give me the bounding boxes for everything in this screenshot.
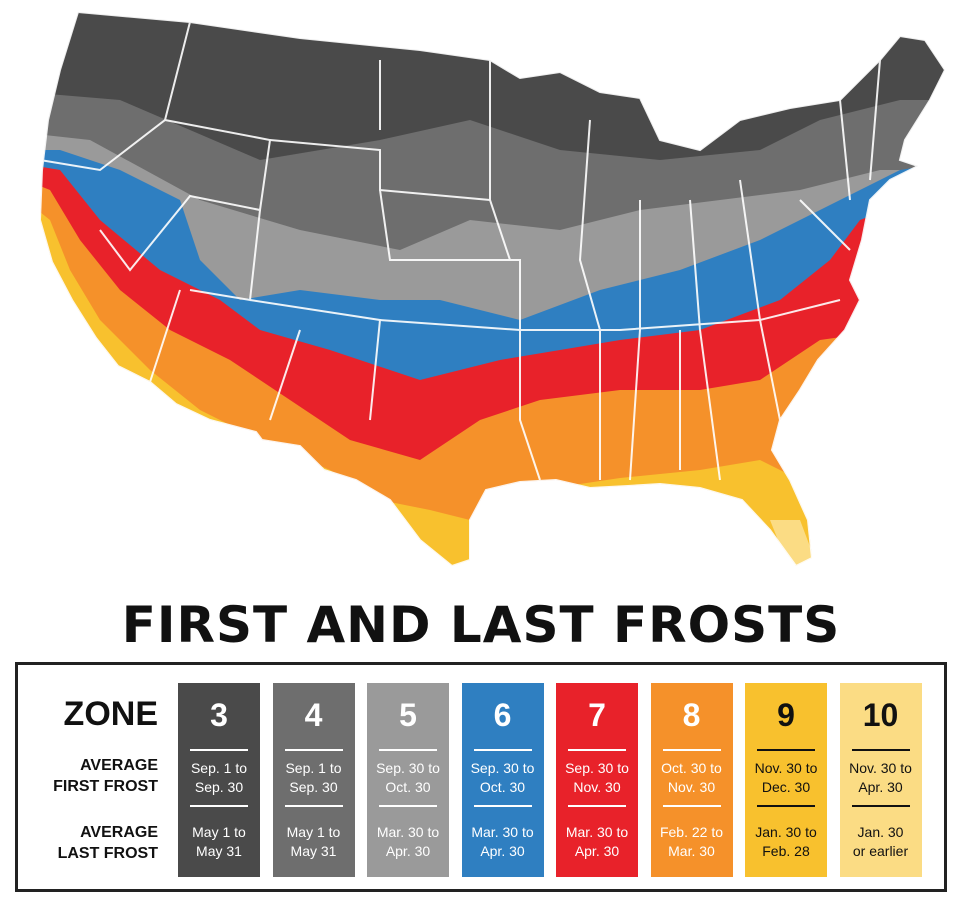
page-title: FIRST AND LAST FROSTS [121,596,841,654]
zone-number: 5 [399,697,417,733]
first-frost-range: Nov. 30 to Apr. 30 [849,760,912,795]
divider [473,805,532,807]
divider [757,749,815,751]
divider [190,805,248,807]
divider [662,805,721,807]
last-frost-range: Jan. 30 or earlier [852,824,909,859]
divider [284,805,343,807]
zone-number: 4 [304,697,323,733]
zone-number: 10 [862,697,899,733]
divider [379,749,437,751]
last-frost-range: May 1 to May 31 [286,824,341,859]
zone-number: 3 [210,697,228,733]
divider [284,749,343,751]
zone-column-3: 3 Sep. 1 to Sep. 30 May 1 to May 31 [178,683,260,877]
divider [568,805,626,807]
zone-column-5: 5 Sep. 30 to Oct. 30 Mar. 30 to Apr. 30 [367,683,449,877]
first-frost-range: Sep. 30 to Oct. 30 [470,760,535,795]
zone-column-4: 4 Sep. 1 to Sep. 30 May 1 to May 31 [272,683,355,877]
divider [473,749,532,751]
first-frost-range: Sep. 1 to Sep. 30 [190,760,248,795]
zone-number: 6 [493,697,512,733]
divider [379,805,437,807]
state-borders [38,10,947,568]
divider [851,805,910,807]
last-frost-range: Mar. 30 to Apr. 30 [471,824,534,859]
zone-number: 7 [588,697,606,733]
zone-column-10: 10 Nov. 30 to Apr. 30 Jan. 30 or earlier [839,683,922,877]
divider [190,749,248,751]
first-frost-range: Sep. 30 to Oct. 30 [376,760,440,795]
divider [662,749,721,751]
frost-zone-map [38,10,947,568]
zone-column-6: 6 Sep. 30 to Oct. 30 Mar. 30 to Apr. 30 [461,683,544,877]
zone-heading: ZONE [63,695,158,733]
zone-column-7: 7 Sep. 30 to Nov. 30 Mar. 30 to Apr. 30 [556,683,638,877]
last-frost-range: Jan. 30 to Feb. 28 [755,824,817,859]
last-frost-range: Mar. 30 to Apr. 30 [376,824,440,859]
zone-column-9: 9 Nov. 30 to Dec. 30 Jan. 30 to Feb. 28 [745,683,827,877]
zone-number: 8 [682,697,701,733]
zone-column-8: 8 Oct. 30 to Nov. 30 Feb. 22 to Mar. 30 [650,683,733,877]
first-frost-range: Nov. 30 to Dec. 30 [754,760,818,795]
zone-legend: ZONE AVERAGE FIRST FROST AVERAGE LAST FR… [15,662,947,892]
last-frost-range: Feb. 22 to Mar. 30 [659,824,724,859]
us-map-svg [38,10,947,568]
average-first-frost-label: AVERAGE FIRST FROST [53,757,158,795]
divider [568,749,626,751]
zone-number: 9 [777,697,795,733]
divider [757,805,815,807]
last-frost-range: Mar. 30 to Apr. 30 [565,824,629,859]
first-frost-range: Oct. 30 to Nov. 30 [661,760,722,795]
first-frost-range: Sep. 1 to Sep. 30 [285,760,342,795]
last-frost-range: May 1 to May 31 [192,824,246,859]
divider [851,749,910,751]
first-frost-range: Sep. 30 to Nov. 30 [565,760,629,795]
average-last-frost-label: AVERAGE LAST FROST [57,824,158,862]
